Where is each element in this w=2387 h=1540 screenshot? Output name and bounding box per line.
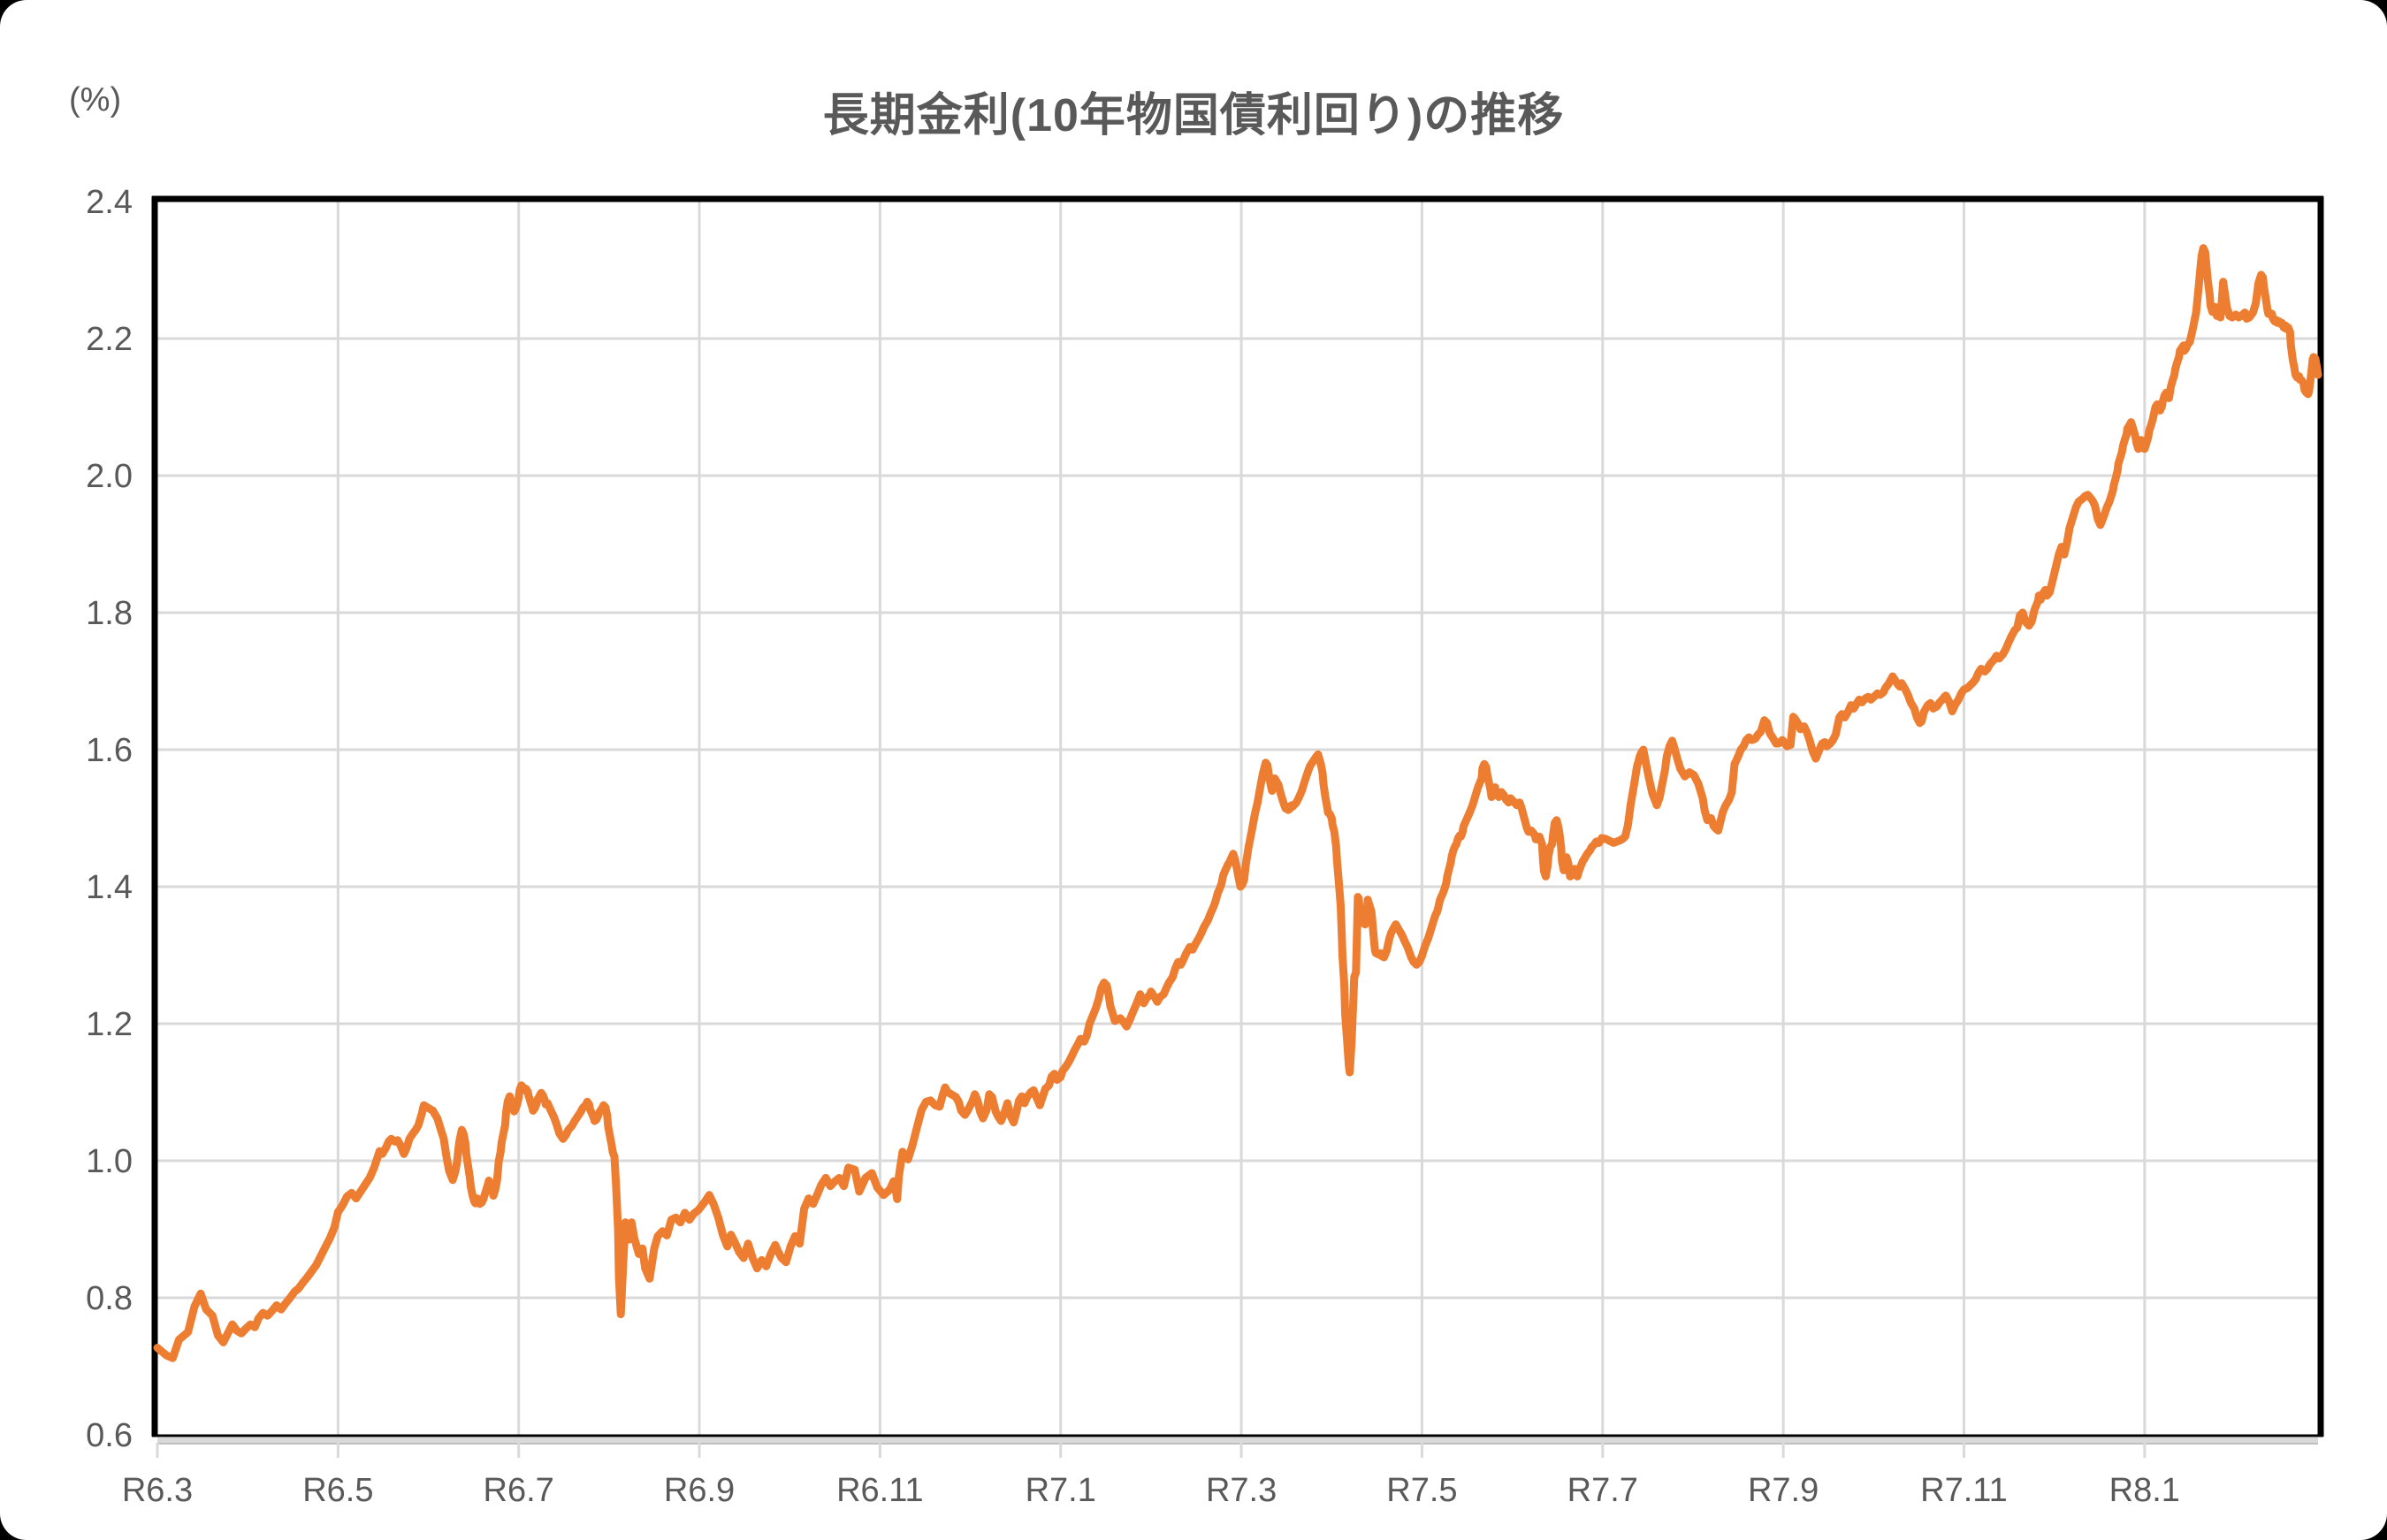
x-tick-label: R6.7 (484, 1472, 554, 1509)
x-tick-label: R8.1 (2109, 1472, 2180, 1509)
x-tick-label: R7.9 (1748, 1472, 1819, 1509)
x-axis-band (157, 1437, 2318, 1443)
x-tick-label: R6.5 (302, 1472, 373, 1509)
y-tick-label: 2.2 (86, 321, 133, 358)
x-tick-label: R6.9 (664, 1472, 735, 1509)
y-tick-label: 1.4 (86, 869, 133, 906)
x-tick-label: R7.3 (1206, 1472, 1277, 1509)
y-tick-label: 1.8 (86, 595, 133, 632)
chart-title: 長期金利(10年物国債利回り)の推移 (822, 90, 1565, 141)
y-tick-label: 2.0 (86, 458, 133, 495)
x-tick-label: R6.11 (836, 1472, 924, 1509)
y-tick-label: 0.8 (86, 1280, 133, 1317)
yield-line-series (153, 244, 2322, 1362)
x-tick-label: R7.1 (1026, 1472, 1096, 1509)
y-tick-label: 2.4 (86, 184, 133, 221)
x-tick-label: R6.3 (122, 1472, 193, 1509)
x-axis-band-edge (157, 1443, 2318, 1445)
y-tick-label: 1.2 (86, 1006, 133, 1043)
y-tick-label: 1.0 (86, 1143, 133, 1180)
y-axis-unit-label: (%) (69, 81, 122, 118)
x-tick-label: R7.7 (1567, 1472, 1638, 1509)
y-tick-label: 1.6 (86, 732, 133, 769)
y-tick-label: 0.6 (86, 1417, 133, 1454)
x-tick-label: R7.11 (1920, 1472, 2008, 1509)
x-tick-label: R7.5 (1386, 1472, 1457, 1509)
